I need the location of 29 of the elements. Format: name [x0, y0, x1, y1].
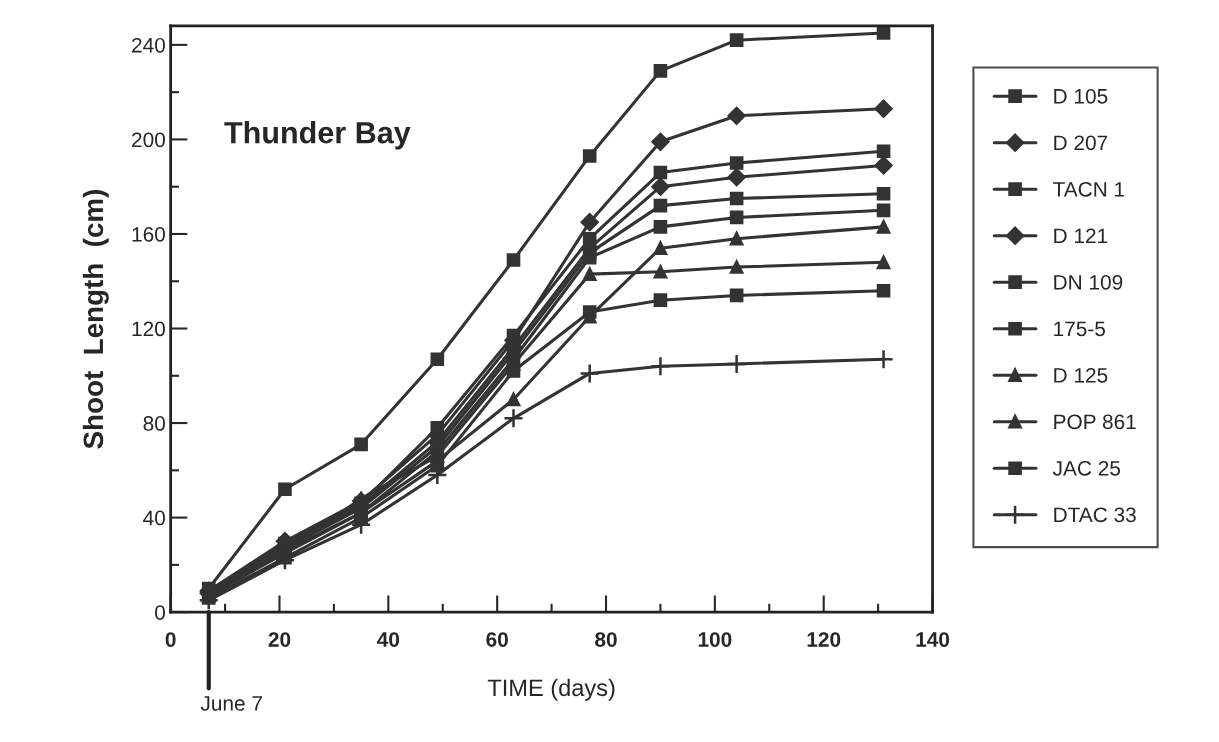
y-tick-label: 0	[155, 605, 165, 620]
x-tick-label: 120	[807, 632, 841, 647]
y-axis-title: Shoot Length (cm)	[82, 190, 109, 449]
y-tick-label: 240	[132, 37, 165, 53]
text: June 7	[200, 696, 262, 711]
y-tick-label: 120	[132, 321, 165, 337]
text: Thunder Bay	[224, 121, 411, 150]
x-tick-label: 20	[268, 632, 291, 647]
legend-label: DN 109	[1054, 274, 1123, 290]
legend-label: DTAC 33	[1054, 507, 1136, 523]
y-tick-label: 160	[132, 226, 165, 242]
x-tick-label: 0	[165, 632, 176, 647]
legend-label: D 125	[1054, 367, 1108, 383]
legend-label: POP 861	[1054, 414, 1136, 430]
x-tick-label: 60	[486, 632, 508, 647]
x-axis-title: TIME (days)	[487, 678, 615, 701]
legend-label: D 105	[1054, 88, 1108, 104]
legend-label: D 121	[1054, 228, 1108, 243]
y-tick-label: 200	[132, 132, 165, 148]
legend-label: TACN 1	[1053, 181, 1125, 197]
legend-label: D 207	[1054, 135, 1108, 151]
y-tick-label: 40	[143, 510, 165, 526]
legend-label: 175-5	[1054, 321, 1105, 337]
legend-label: JAC 25	[1052, 460, 1121, 476]
y-tick-label: 80	[143, 416, 165, 431]
x-tick-label: 80	[595, 632, 617, 647]
x-tick-label: 100	[698, 632, 732, 647]
x-tick-label: 40	[377, 632, 400, 647]
x-tick-label: 140	[916, 632, 950, 647]
